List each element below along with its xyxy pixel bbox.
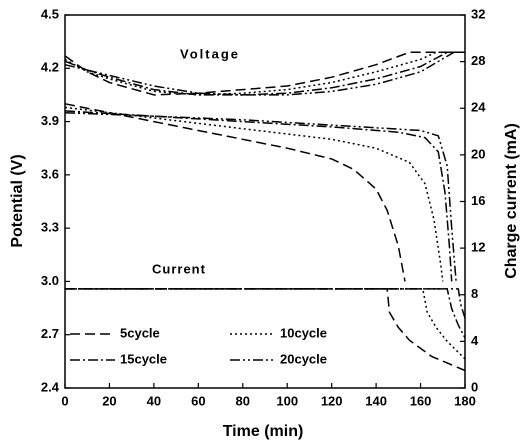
- x-tick-label: 140: [365, 393, 387, 408]
- legend-label: 10cycle: [280, 325, 327, 340]
- x-tick-label: 120: [321, 393, 343, 408]
- legend-label: 5cycle: [120, 325, 160, 340]
- y2-tick-label: 16: [471, 193, 485, 208]
- x-tick-label: 160: [410, 393, 432, 408]
- y2-tick-label: 8: [471, 286, 478, 301]
- y2-axis-label: Charge current (mA): [503, 123, 520, 279]
- y-tick-label: 3.0: [41, 273, 59, 288]
- legend-label: 20cycle: [280, 351, 327, 366]
- x-tick-label: 80: [236, 393, 250, 408]
- y2-tick-label: 4: [471, 333, 479, 348]
- x-tick-label: 100: [276, 393, 298, 408]
- y2-tick-label: 12: [471, 240, 485, 255]
- y-tick-label: 3.6: [41, 166, 59, 181]
- y2-tick-label: 32: [471, 6, 485, 21]
- y-tick-label: 4.2: [41, 60, 59, 75]
- line-series: [65, 288, 466, 360]
- y-tick-label: 2.7: [41, 326, 59, 341]
- y-tick-label: 3.3: [41, 220, 59, 235]
- line-series: [64, 51, 465, 96]
- x-axis-label: Time (min): [223, 423, 304, 440]
- x-tick-label: 60: [191, 393, 205, 408]
- line-series: [64, 111, 457, 282]
- x-tick-label: 180: [454, 393, 476, 408]
- annotation: Voltage: [180, 46, 240, 61]
- x-tick-label: 40: [147, 393, 161, 408]
- line-series: [64, 110, 453, 282]
- y2-tick-label: 24: [471, 100, 486, 115]
- y2-tick-label: 0: [471, 379, 478, 394]
- legend-label: 15cycle: [120, 351, 167, 366]
- line-series: [64, 106, 444, 282]
- line-series: [64, 51, 465, 96]
- x-tick-label: 20: [102, 393, 116, 408]
- line-series: [65, 288, 466, 319]
- y-tick-label: 2.4: [41, 379, 60, 394]
- y2-tick-label: 20: [471, 146, 485, 161]
- annotation: Current: [152, 261, 206, 276]
- line-series: [64, 51, 465, 96]
- y-axis-label: Potential (V): [9, 154, 26, 247]
- x-tick-label: 0: [61, 393, 68, 408]
- y2-tick-label: 28: [471, 53, 485, 68]
- line-series: [64, 103, 406, 282]
- y-tick-label: 3.9: [41, 113, 59, 128]
- y-tick-label: 4.5: [41, 6, 59, 21]
- line-series: [64, 51, 465, 96]
